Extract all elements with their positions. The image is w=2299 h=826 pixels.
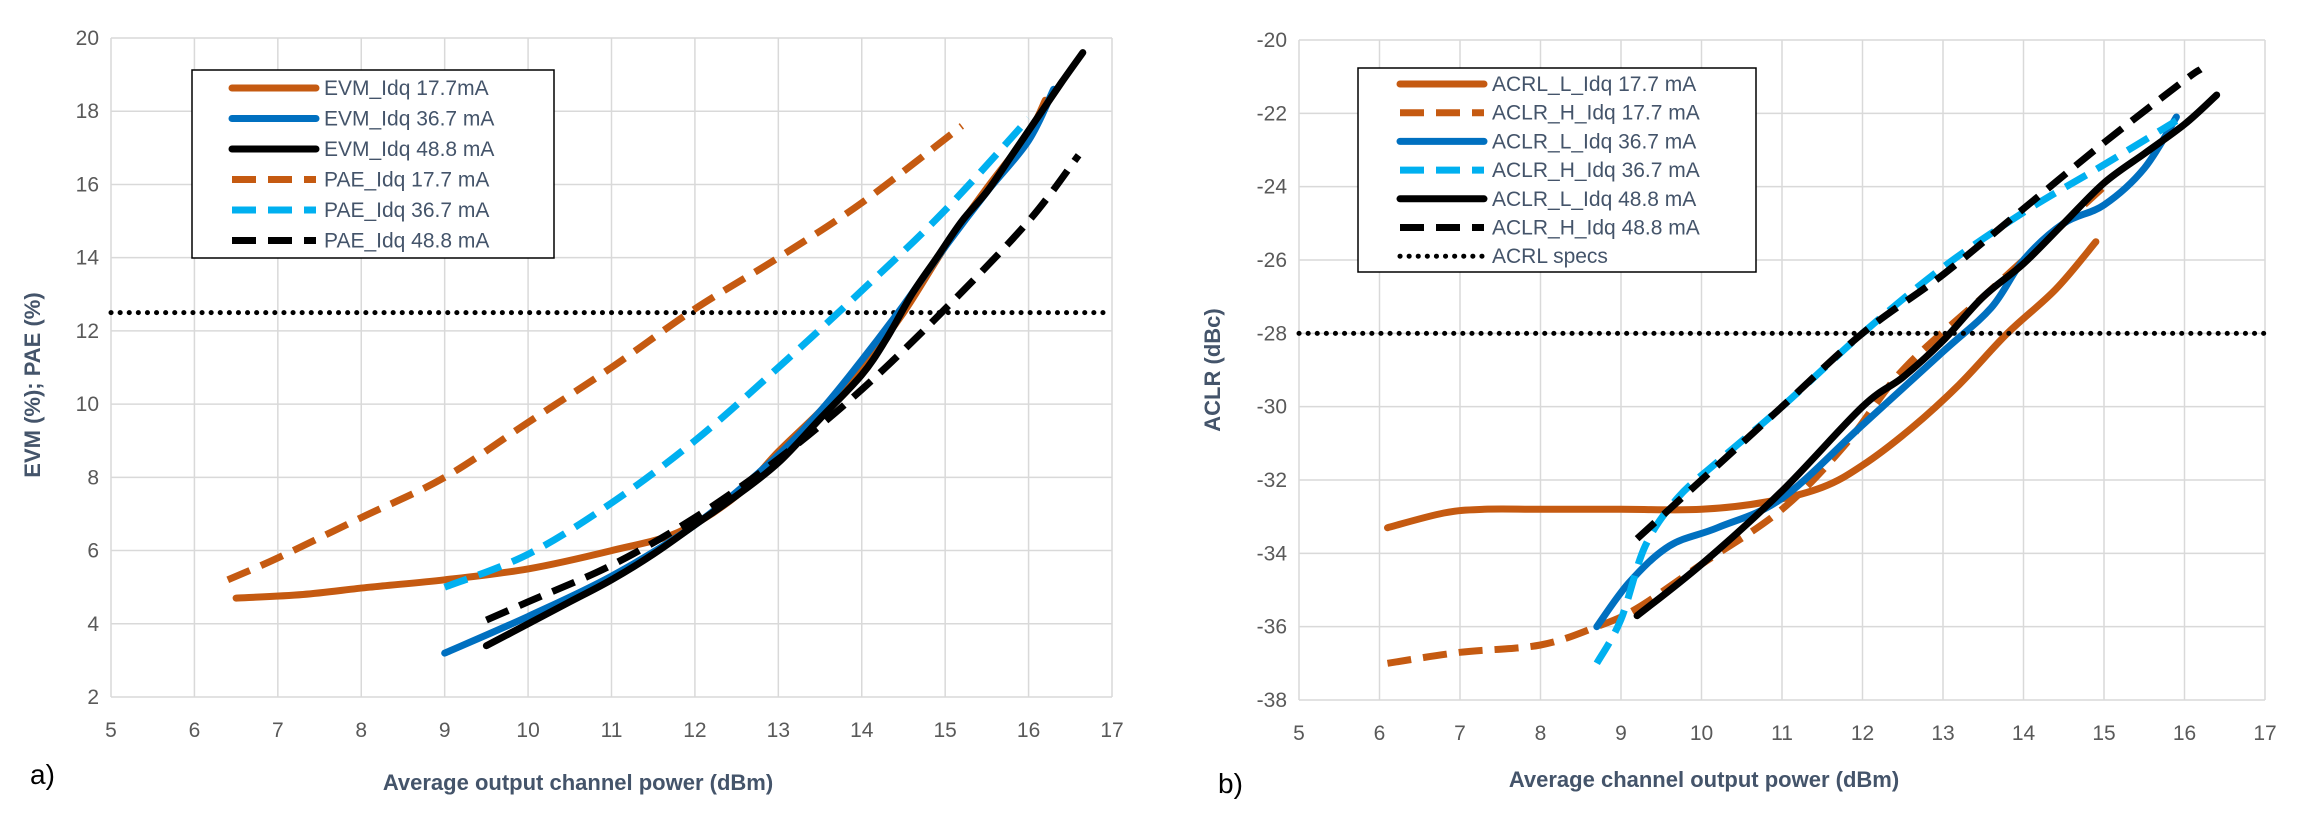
chart-b-legend-label: ACLR_H_Idq 48.8 mA [1492, 217, 1700, 240]
chart-b-series-line [1634, 66, 2203, 542]
chart-b-legend-label: ACLR_H_Idq 17.7 mA [1492, 102, 1700, 125]
chart-b-x-tick: 11 [1771, 722, 1793, 745]
chart-a-x-tick: 13 [767, 719, 790, 742]
chart-a-series-line [226, 123, 965, 584]
chart-a-x-tick: 16 [1017, 719, 1040, 742]
chart-a-legend-box [191, 69, 555, 259]
chart-b-x-tick: 13 [1931, 722, 1954, 745]
chart-b-x-tick: 5 [1293, 722, 1305, 745]
chart-a-panel-label: a) [30, 759, 55, 790]
chart-b-legend-box [1357, 67, 1757, 273]
chart-b-x-axis-title: Average channel output power (dBm) [1509, 767, 1899, 792]
chart-a-y-tick: 2 [87, 686, 99, 709]
chart-a-x-tick: 9 [439, 719, 451, 742]
chart-b-legend-label: ACLR_L_Idq 48.8 mA [1492, 188, 1696, 211]
chart-a-y-tick: 18 [76, 100, 99, 123]
chart-b-panel-label: b) [1218, 768, 1243, 799]
chart-b-legend-label: ACRL_L_Idq 17.7 mA [1492, 73, 1696, 96]
chart-b-y-tick: -26 [1257, 249, 1287, 272]
chart-b-x-tick: 17 [2253, 722, 2276, 745]
chart-a-x-tick: 14 [850, 719, 874, 742]
chart-b-y-tick: -34 [1257, 542, 1288, 565]
chart-b-tick-labels: 5 6 7 8 9 10 11 12 13 14 15 16 17 -38 -36 -34 -32 -30 -28 -… [1257, 29, 2277, 745]
chart-a-x-tick: 11 [601, 719, 623, 742]
chart-b-x-tick: 16 [2173, 722, 2196, 745]
chart-a-y-tick: 14 [76, 247, 100, 270]
chart-a-tick-labels: 5 6 7 8 9 10 11 12 13 14 15 16 17 2 4 6 8 10 12 14 16 18 20 [76, 27, 1124, 742]
chart-b-series-line [1593, 117, 2179, 666]
chart-b-y-tick: -28 [1257, 322, 1287, 345]
chart-a-x-tick: 5 [105, 719, 117, 742]
chart-a-series-line [482, 49, 1087, 650]
chart-b-y-tick: -24 [1257, 176, 1288, 199]
chart-b-legend-label: ACLR_H_Idq 36.7 mA [1492, 159, 1700, 182]
chart-b-x-tick: 8 [1535, 722, 1547, 745]
chart-a-y-tick: 10 [76, 393, 99, 416]
chart-a-x-tick: 7 [272, 719, 284, 742]
chart-a-series-line [443, 116, 1032, 591]
chart-b-legend-label: ACRL specs [1492, 245, 1608, 268]
chart-a-x-tick: 12 [683, 719, 706, 742]
chart-b-y-tick: -32 [1257, 469, 1287, 492]
chart-b-y-tick: -36 [1257, 616, 1287, 639]
chart-a-x-tick: 6 [189, 719, 201, 742]
chart-b-y-tick: -38 [1257, 689, 1287, 712]
chart-b-series [1296, 66, 2268, 667]
chart-a-legend: EVM_Idq 17.7mA EVM_Idq 36.7 mA EVM_Idq 48.… [191, 69, 555, 259]
chart-b-x-tick: 15 [2092, 722, 2115, 745]
chart-b-series-line [1633, 91, 2221, 620]
chart-a-x-tick: 10 [516, 719, 539, 742]
chart-a-x-axis-title: Average output channel power (dBm) [383, 770, 773, 795]
chart-b-y-tick: -22 [1257, 102, 1287, 125]
chart-b-series-line [1384, 238, 2100, 532]
chart-a-legend-label: PAE_Idq 48.8 mA [324, 230, 489, 253]
chart-a-series [108, 49, 1115, 657]
chart-a-y-tick: 8 [87, 466, 99, 489]
chart-a-x-tick: 8 [355, 719, 367, 742]
chart-a-legend-label: EVM_Idq 17.7mA [324, 77, 489, 100]
chart-a-y-tick: 4 [87, 613, 99, 636]
chart-a-y-tick: 16 [76, 173, 99, 196]
chart-a-y-tick: 6 [87, 540, 99, 563]
chart-b-series-line [1593, 113, 2180, 631]
chart-b-legend: ACRL_L_Idq 17.7 mA ACLR_H_Idq 17.7 mA ACLR… [1357, 67, 1757, 273]
chart-a-legend-label: EVM_Idq 36.7 mA [324, 108, 494, 131]
chart-b-x-tick: 10 [1690, 722, 1713, 745]
chart-b-legend-label: ACLR_L_Idq 36.7 mA [1492, 130, 1696, 153]
chart-b-x-tick: 9 [1615, 722, 1627, 745]
chart-b-x-tick: 14 [2012, 722, 2036, 745]
chart-b-y-tick: -30 [1257, 396, 1287, 419]
chart-b-y-tick: -20 [1257, 29, 1287, 52]
chart-b: 5 6 7 8 9 10 11 12 13 14 15 16 17 -38 -36 -34 -32 -30 -28 -… [1200, 29, 2277, 799]
chart-a-x-tick: 15 [933, 719, 956, 742]
chart-a-legend-label: EVM_Idq 48.8 mA [324, 138, 494, 161]
chart-a-x-tick: 17 [1100, 719, 1123, 742]
chart-a-legend-label: PAE_Idq 17.7 mA [324, 169, 489, 192]
chart-a-y-tick: 20 [76, 27, 99, 50]
chart-b-x-tick: 7 [1454, 722, 1466, 745]
chart-a-series-line [485, 153, 1082, 624]
chart-a: 5 6 7 8 9 10 11 12 13 14 15 16 17 2 4 6 8 10 12 14 16 18 20 Av… [20, 27, 1124, 795]
chart-a-y-tick: 12 [76, 320, 99, 343]
chart-b-x-tick: 6 [1374, 722, 1386, 745]
chart-a-legend-label: PAE_Idq 36.7 mA [324, 199, 489, 222]
chart-b-y-axis-title: ACLR (dBc) [1200, 308, 1225, 431]
chart-a-y-axis-title: EVM (%); PAE (%) [20, 292, 45, 477]
chart-b-x-tick: 12 [1851, 722, 1874, 745]
